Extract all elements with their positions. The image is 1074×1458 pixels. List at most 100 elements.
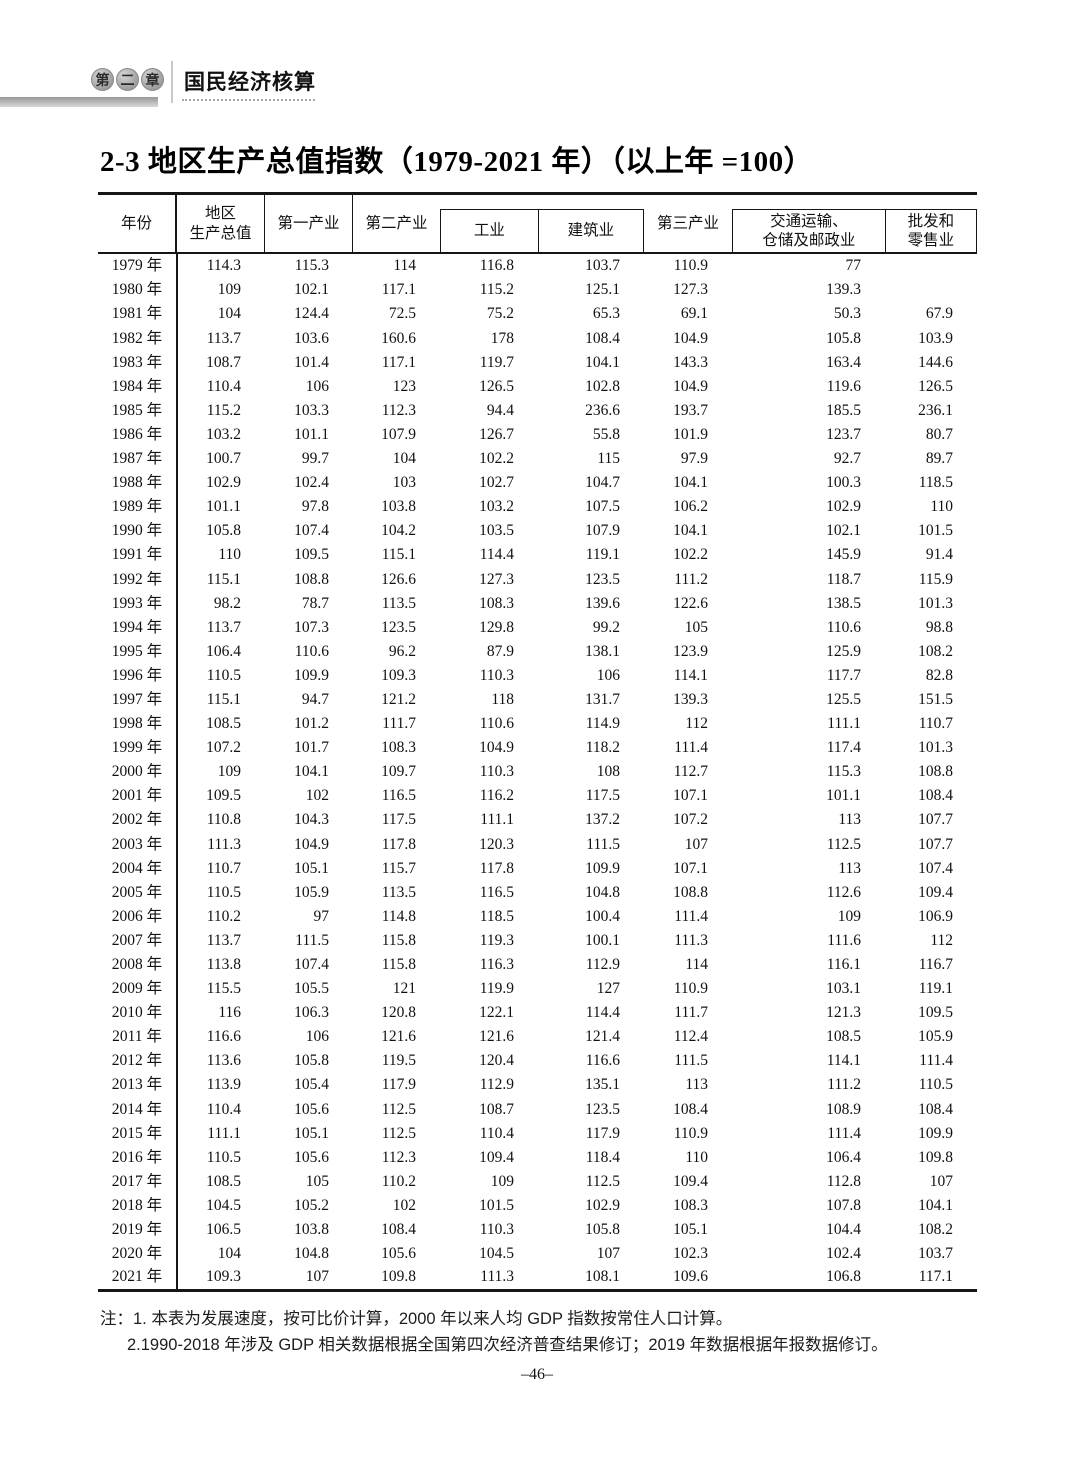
table-row: 2014 年 110.4 105.6 112.5 108.7 123.5 108.4 108.… bbox=[98, 1097, 977, 1122]
value-cell: 50.3 bbox=[833, 305, 861, 323]
value-cell: 111.5 bbox=[295, 931, 329, 949]
value-cell: 115.5 bbox=[206, 980, 241, 998]
value-cell: 107.4 bbox=[294, 956, 329, 974]
value-cell: 104.9 bbox=[294, 835, 329, 853]
value-cell: 112.5 bbox=[826, 835, 861, 853]
value-cell: 107.9 bbox=[585, 522, 620, 540]
value-cell: 109.4 bbox=[918, 883, 953, 901]
value-cell: 106 bbox=[305, 1028, 329, 1046]
value-cell: 119.3 bbox=[479, 931, 514, 949]
year-cell: 1991 年 bbox=[98, 543, 178, 568]
value-cell: 102.1 bbox=[826, 522, 861, 540]
value-cell: 102.2 bbox=[479, 450, 514, 468]
value-cell: 112.5 bbox=[585, 1172, 620, 1190]
secondary-subheader-box: 工业 建筑业 bbox=[440, 209, 644, 252]
value-cell: 103.7 bbox=[585, 257, 620, 275]
value-cell: 67.9 bbox=[925, 305, 953, 323]
value-cell: 110.6 bbox=[479, 715, 514, 733]
value-cell: 110.9 bbox=[673, 1124, 708, 1142]
chapter-title: 国民经济核算 bbox=[184, 71, 316, 94]
value-cell: 108.1 bbox=[585, 1268, 620, 1286]
col-header-primary-industry: 第一产业 bbox=[265, 195, 353, 252]
value-cell: 119.6 bbox=[826, 377, 861, 395]
value-cell: 104.7 bbox=[585, 474, 620, 492]
chapter-divider bbox=[171, 61, 173, 103]
value-cell: 108.4 bbox=[585, 329, 620, 347]
value-cell: 110.5 bbox=[918, 1076, 953, 1094]
value-cell: 75.2 bbox=[486, 305, 514, 323]
value-cell: 115.8 bbox=[381, 956, 416, 974]
value-cell: 91.4 bbox=[925, 546, 953, 564]
value-cell: 102.9 bbox=[585, 1196, 620, 1214]
badge-circle-char: 章 bbox=[141, 68, 164, 91]
value-cell: 145.9 bbox=[826, 546, 861, 564]
value-cell: 106.2 bbox=[673, 498, 708, 516]
value-cell: 115.9 bbox=[918, 570, 953, 588]
table-row: 2003 年 111.3 104.9 117.8 120.3 111.5 107 112.5 1… bbox=[98, 832, 977, 857]
value-cell: 123.5 bbox=[585, 1100, 620, 1118]
value-cell: 111.2 bbox=[827, 1076, 861, 1094]
value-cell: 109.3 bbox=[206, 1268, 241, 1286]
value-cell: 110 bbox=[218, 546, 241, 564]
value-cell: 111.3 bbox=[207, 835, 241, 853]
value-cell: 106 bbox=[305, 377, 329, 395]
value-cell: 101.1 bbox=[294, 425, 329, 443]
value-cell: 105.4 bbox=[294, 1076, 329, 1094]
value-cell: 104.5 bbox=[206, 1196, 241, 1214]
value-cell: 113.5 bbox=[381, 883, 416, 901]
value-cell: 117.4 bbox=[826, 739, 861, 757]
value-cell: 126.5 bbox=[479, 377, 514, 395]
year-cell: 1985 年 bbox=[98, 398, 178, 423]
col-header-year: 年份 bbox=[98, 195, 177, 252]
value-cell: 129.8 bbox=[479, 618, 514, 636]
chapter-badge: 第 二 章 bbox=[91, 68, 164, 91]
year-cell: 1994 年 bbox=[98, 615, 178, 640]
value-cell: 118.2 bbox=[585, 739, 620, 757]
value-cell: 104.4 bbox=[826, 1221, 861, 1239]
tertiary-subheader-box: 交通运输、 仓储及邮政业 批发和 零售业 bbox=[732, 209, 977, 252]
table-row: 2019 年 106.5 103.8 108.4 110.3 105.8 105.1 104.… bbox=[98, 1217, 977, 1242]
value-cell: 126.7 bbox=[479, 425, 514, 443]
value-cell: 139.6 bbox=[585, 594, 620, 612]
value-cell: 104 bbox=[217, 1245, 241, 1263]
value-cell: 110.2 bbox=[381, 1172, 416, 1190]
value-cell: 101.9 bbox=[673, 425, 708, 443]
value-cell: 110.5 bbox=[206, 1148, 241, 1166]
year-cell: 2017 年 bbox=[98, 1169, 178, 1194]
value-cell: 117.1 bbox=[381, 353, 416, 371]
table-row: 1995 年 106.4 110.6 96.2 87.9 138.1 123.9 125.9 1… bbox=[98, 639, 977, 664]
value-cell: 109.6 bbox=[673, 1268, 708, 1286]
value-cell: 110 bbox=[685, 1148, 708, 1166]
value-cell: 106 bbox=[596, 666, 620, 684]
year-cell: 1998 年 bbox=[98, 711, 178, 736]
value-cell: 117.9 bbox=[381, 1076, 416, 1094]
value-cell: 102.9 bbox=[826, 498, 861, 516]
value-cell: 97 bbox=[313, 907, 330, 925]
value-cell: 108.2 bbox=[918, 1221, 953, 1239]
value-cell: 120.8 bbox=[381, 1004, 416, 1022]
value-cell: 101.4 bbox=[294, 353, 329, 371]
value-cell: 111.1 bbox=[827, 715, 861, 733]
value-cell: 108.4 bbox=[381, 1221, 416, 1239]
table-row: 1998 年 108.5 101.2 111.7 110.6 114.9 112 111.1 1… bbox=[98, 711, 977, 736]
value-cell: 118.5 bbox=[918, 474, 953, 492]
value-cell: 107.9 bbox=[381, 425, 416, 443]
value-cell: 107.4 bbox=[294, 522, 329, 540]
value-cell: 117.5 bbox=[585, 787, 620, 805]
value-cell: 115.3 bbox=[826, 763, 861, 781]
value-cell: 107.7 bbox=[918, 835, 953, 853]
value-cell: 144.6 bbox=[918, 353, 953, 371]
table-data: 1979 年 114.3 115.3 114 116.8 103.7 110.9 77 1980… bbox=[98, 254, 977, 1292]
value-cell: 65.3 bbox=[592, 305, 620, 323]
value-cell: 111.4 bbox=[674, 907, 708, 925]
value-cell: 114.1 bbox=[826, 1052, 861, 1070]
value-cell: 113.7 bbox=[206, 618, 241, 636]
year-cell: 1980 年 bbox=[98, 278, 178, 303]
table-row: 2008 年 113.8 107.4 115.8 116.3 112.9 114 116.1 1… bbox=[98, 952, 977, 977]
table-row: 1992 年 115.1 108.8 126.6 127.3 123.5 111.2 118.… bbox=[98, 567, 977, 592]
value-cell: 110.2 bbox=[206, 907, 241, 925]
value-cell: 127.3 bbox=[673, 281, 708, 299]
chapter-header: 第 二 章 国民经济核算 bbox=[0, 0, 1074, 118]
value-cell: 117.8 bbox=[479, 859, 514, 877]
table-row: 2002 年 110.8 104.3 117.5 111.1 137.2 107.2 113 1… bbox=[98, 808, 977, 833]
